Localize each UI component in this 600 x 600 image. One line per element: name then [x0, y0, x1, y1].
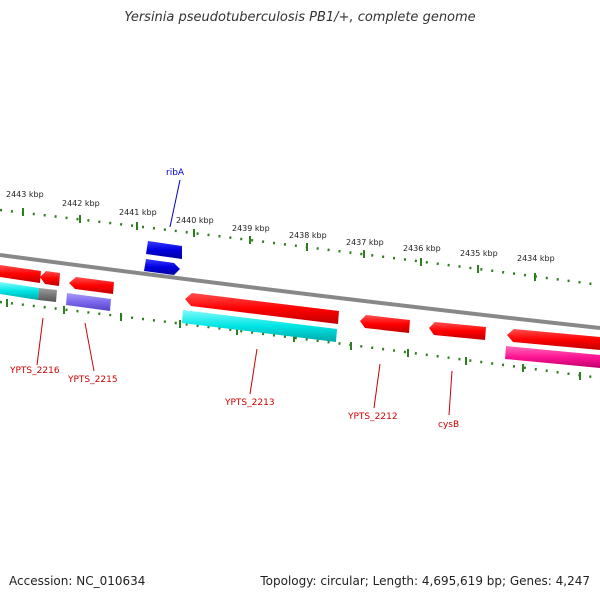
gene-arrow — [0, 282, 39, 300]
leader-riba — [169, 179, 181, 228]
gene-labels: YPTS_2216 YPTS_2215 YPTS_2213 YPTS_2212 … — [9, 168, 459, 430]
kbp-labels: 2443 kbp 2442 kbp 2441 kbp 2440 kbp 2439… — [6, 190, 555, 263]
gene-arrow — [429, 322, 486, 340]
gene-arrow — [505, 346, 600, 368]
gene-label-ypts-2212[interactable]: YPTS_2212 — [347, 412, 398, 422]
genome-backbone — [0, 253, 600, 330]
gene-arrow — [0, 265, 41, 283]
gene-arrow — [66, 293, 111, 311]
gene-label-ypts-2213[interactable]: YPTS_2213 — [224, 398, 275, 408]
gene-ypts-2215[interactable] — [66, 293, 111, 311]
genome-title: Yersinia pseudotuberculosis PB1/+, compl… — [124, 10, 476, 25]
kbp-label: 2439 kbp — [232, 224, 270, 233]
gene-arrow — [40, 271, 60, 286]
leader-ypts-2216 — [36, 317, 44, 366]
leader-ypts-2212 — [373, 363, 381, 409]
gene-arrow — [146, 241, 182, 259]
kbp-label: 2443 kbp — [6, 190, 44, 199]
gene-right-edge[interactable] — [505, 329, 600, 368]
gene-arrow — [182, 310, 337, 342]
outer-scale-track — [0, 208, 600, 287]
kbp-label: 2434 kbp — [517, 254, 555, 263]
kbp-label: 2436 kbp — [403, 244, 441, 253]
gene-arrow — [507, 329, 600, 350]
kbp-label: 2438 kbp — [289, 231, 327, 240]
leader-ypts-2213 — [249, 348, 258, 395]
kbp-label: 2435 kbp — [460, 249, 498, 258]
inner-major-ticks — [6, 299, 581, 380]
gene-riba[interactable] — [144, 241, 182, 275]
accession-text: Accession: NC_010634 — [9, 574, 146, 588]
kbp-label: 2440 kbp — [176, 216, 214, 225]
gene-label-ypts-2216[interactable]: YPTS_2216 — [9, 366, 60, 376]
gene-arrow — [38, 288, 57, 302]
kbp-label: 2441 kbp — [119, 208, 157, 217]
outer-major-ticks — [22, 208, 536, 281]
kbp-label: 2442 kbp — [62, 199, 100, 208]
genome-summary-text: Topology: circular; Length: 4,695,619 bp… — [260, 574, 590, 588]
gene-ypts-2212[interactable] — [360, 315, 410, 333]
gene-arrow — [360, 315, 410, 333]
label-leaders — [36, 179, 453, 416]
gene-left-edge[interactable] — [0, 265, 60, 302]
kbp-label: 2437 kbp — [346, 238, 384, 247]
leader-cysb — [448, 370, 453, 416]
gene-arrow — [185, 293, 339, 324]
gene-yptc-2215-upper[interactable] — [69, 277, 114, 294]
gene-cysb[interactable] — [429, 322, 486, 340]
gene-arrow — [69, 277, 114, 294]
gene-label-ypts-2215[interactable]: YPTS_2215 — [67, 375, 118, 385]
gene-ypts-2213[interactable] — [182, 293, 339, 342]
gene-label-cysb[interactable]: cysB — [438, 420, 459, 430]
leader-ypts-2215 — [84, 322, 95, 372]
gene-label-riba[interactable]: ribA — [166, 168, 185, 178]
gene-arrow — [144, 259, 180, 275]
